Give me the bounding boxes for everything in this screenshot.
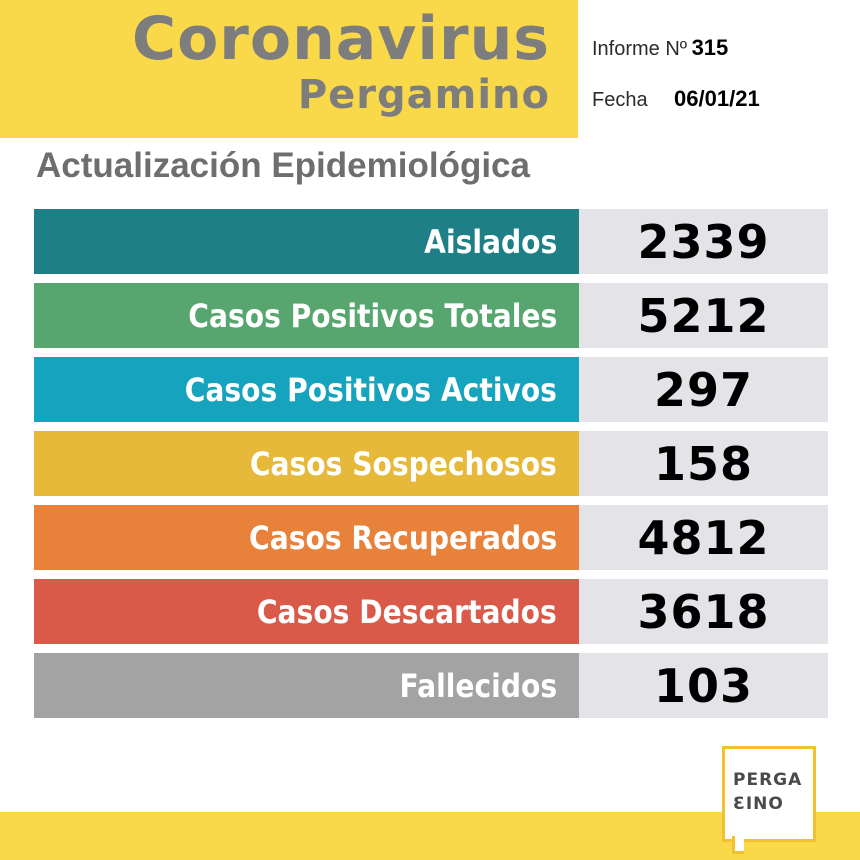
logo-text-line2: ƐINO bbox=[733, 794, 784, 814]
stat-value: 5212 bbox=[637, 288, 770, 343]
stat-label: Casos Sospechosos bbox=[250, 444, 557, 483]
report-date-label: Fecha bbox=[592, 89, 648, 111]
city-name: Pergamino bbox=[297, 72, 550, 118]
report-number-label: Informe Nº bbox=[592, 38, 688, 60]
section-subtitle: Actualización Epidemiológica bbox=[36, 146, 530, 185]
report-date-value: 06/01/21 bbox=[674, 86, 760, 111]
stat-value: 103 bbox=[653, 658, 754, 713]
stat-row-fallecidos: Fallecidos 103 bbox=[34, 653, 828, 718]
stat-label-bar: Fallecidos bbox=[34, 653, 579, 718]
stat-label-bar: Casos Descartados bbox=[34, 579, 579, 644]
page-title: Coronavirus bbox=[132, 4, 550, 74]
stat-label: Casos Descartados bbox=[257, 592, 557, 631]
stat-row-recuperados: Casos Recuperados 4812 bbox=[34, 505, 828, 570]
stat-value-box: 158 bbox=[579, 431, 828, 496]
stat-value-box: 2339 bbox=[579, 209, 828, 274]
stat-value-box: 5212 bbox=[579, 283, 828, 348]
report-number-value: 315 bbox=[691, 35, 729, 60]
stat-label-bar: Casos Recuperados bbox=[34, 505, 579, 570]
pergamino-logo bbox=[722, 746, 816, 842]
stat-value: 158 bbox=[653, 436, 754, 491]
stat-row-aislados: Aislados 2339 bbox=[34, 209, 828, 274]
stat-label-bar: Casos Positivos Activos bbox=[34, 357, 579, 422]
stat-label: Fallecidos bbox=[399, 666, 557, 705]
logo-text-line1: PERGA bbox=[733, 770, 803, 790]
stat-label: Casos Recuperados bbox=[248, 518, 557, 557]
stat-label-bar: Casos Sospechosos bbox=[34, 431, 579, 496]
stat-label-bar: Casos Positivos Totales bbox=[34, 283, 579, 348]
stats-table: Aislados 2339 Casos Positivos Totales 52… bbox=[34, 209, 828, 727]
report-date: Fecha 06/01/21 bbox=[592, 86, 760, 112]
stat-row-positivos-activos: Casos Positivos Activos 297 bbox=[34, 357, 828, 422]
stat-value: 4812 bbox=[637, 510, 770, 565]
stat-value: 2339 bbox=[637, 214, 770, 269]
stat-value: 3618 bbox=[637, 584, 770, 639]
stat-value-box: 3618 bbox=[579, 579, 828, 644]
stat-label-bar: Aislados bbox=[34, 209, 579, 274]
stat-row-positivos-totales: Casos Positivos Totales 5212 bbox=[34, 283, 828, 348]
stat-label: Casos Positivos Totales bbox=[188, 296, 557, 335]
stat-label: Casos Positivos Activos bbox=[184, 370, 557, 409]
title-banner: Coronavirus Pergamino bbox=[0, 0, 578, 138]
stat-label: Aislados bbox=[423, 222, 557, 261]
stat-value: 297 bbox=[653, 362, 754, 417]
footer-strip bbox=[0, 812, 860, 860]
stat-value-box: 4812 bbox=[579, 505, 828, 570]
report-number: Informe Nº 315 bbox=[592, 35, 728, 61]
stat-row-descartados: Casos Descartados 3618 bbox=[34, 579, 828, 644]
logo-speech-tail bbox=[732, 836, 744, 854]
stat-row-sospechosos: Casos Sospechosos 158 bbox=[34, 431, 828, 496]
stat-value-box: 297 bbox=[579, 357, 828, 422]
stat-value-box: 103 bbox=[579, 653, 828, 718]
